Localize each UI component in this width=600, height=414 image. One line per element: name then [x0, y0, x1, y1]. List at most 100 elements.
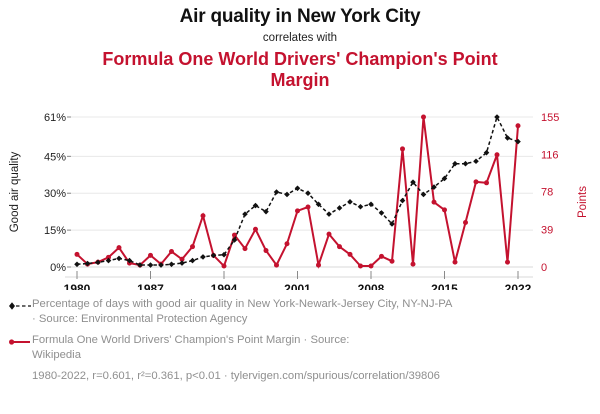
data-point: [95, 259, 101, 266]
correlation-line-chart: 0% 15% 30% 45% 61% 0 39 78 116 155 1980 1987 1994 2…: [9, 112, 589, 290]
red-dot-solid-line-icon: [8, 335, 32, 349]
y-tick-left-0: 0%: [50, 262, 66, 274]
x-tick-6: 2022: [505, 282, 532, 290]
title-connector: correlates with: [262, 32, 338, 44]
data-point: [158, 262, 164, 268]
legend-label-points: Formula One World Drivers' Champion's Po…: [32, 333, 592, 362]
black-diamond-dashed-line-icon: [8, 299, 32, 313]
title-block: Air quality in New York City correlates …: [0, 0, 600, 91]
data-point: [463, 219, 468, 225]
data-point: [169, 249, 174, 255]
data-point: [368, 263, 374, 269]
data-point: [126, 257, 133, 264]
data-point: [410, 179, 416, 185]
legend-label-air-quality-line2: · Source: Environmental Protection Agenc…: [32, 312, 248, 325]
data-point: [484, 180, 489, 186]
data-point: [452, 160, 458, 167]
data-point: [295, 208, 300, 214]
legend-item-points: Formula One World Drivers' Champion's Po…: [8, 333, 592, 362]
y-tick-right-2: 78: [541, 187, 553, 199]
data-point: [494, 114, 500, 120]
legend-label-points-line1: Formula One World Drivers' Champion's Po…: [32, 334, 350, 346]
data-point: [337, 244, 342, 250]
legend-label-air-quality-line1: Percentage of days with good air quality…: [32, 298, 453, 310]
data-point: [473, 158, 479, 165]
data-point: [494, 152, 500, 158]
data-point: [504, 135, 511, 141]
data-point: [200, 213, 206, 219]
data-point: [347, 199, 353, 205]
data-point: [431, 199, 437, 205]
data-point: [273, 189, 280, 195]
data-point: [358, 263, 363, 269]
data-point: [442, 207, 447, 213]
y-axis-left-ticks: 0% 15% 30% 45% 61%: [44, 112, 71, 274]
page-subtitle: Formula One World Drivers' Champion's Po…: [102, 49, 498, 90]
data-point: [389, 258, 395, 264]
x-tick-3: 2001: [284, 282, 311, 290]
y-tick-left-2: 30%: [44, 188, 66, 200]
data-point: [189, 257, 196, 264]
data-point: [336, 205, 343, 211]
data-point: [515, 138, 521, 145]
x-tick-2: 1994: [211, 282, 238, 290]
data-point: [74, 251, 80, 257]
chart-footer: Percentage of days with good air quality…: [0, 297, 600, 384]
x-tick-0: 1980: [64, 282, 91, 290]
x-axis-ticks: 1980 1987 1994 2001 2008 2015 2022: [64, 271, 533, 290]
data-point: [232, 232, 237, 238]
x-tick-4: 2008: [358, 282, 385, 290]
data-point: [452, 259, 458, 265]
data-point: [368, 201, 374, 208]
data-point: [231, 237, 238, 243]
data-point: [179, 256, 185, 262]
x-tick-1: 1987: [137, 282, 164, 290]
series-airquality-line: [74, 114, 521, 268]
data-point: [210, 252, 217, 259]
data-point: [315, 201, 322, 208]
y-tick-left-1: 15%: [44, 225, 66, 237]
y-axis-right-label: Points: [577, 186, 589, 218]
data-point: [284, 241, 290, 247]
y-tick-left-3: 45%: [44, 151, 66, 163]
data-point: [347, 251, 353, 257]
data-point: [200, 254, 206, 260]
data-point: [148, 252, 153, 258]
data-point: [357, 203, 364, 210]
data-point: [242, 246, 248, 252]
data-point: [179, 260, 185, 266]
data-point: [305, 204, 311, 210]
legend-label-air-quality: Percentage of days with good air quality…: [32, 297, 592, 326]
y-tick-right-3: 116: [541, 150, 559, 162]
data-point: [274, 262, 279, 268]
data-point: [284, 191, 290, 198]
data-point: [473, 179, 479, 185]
data-point: [168, 261, 175, 268]
data-point: [105, 257, 112, 264]
y-tick-right-1: 39: [541, 224, 553, 236]
correlation-stats: 1980-2022, r=0.601, r²=0.361, p<0.01 · t…: [32, 370, 440, 382]
data-point: [137, 262, 143, 268]
data-point: [515, 123, 521, 129]
data-point: [400, 146, 405, 152]
data-point: [326, 231, 332, 237]
data-point: [399, 197, 406, 204]
data-point: [316, 262, 321, 268]
data-point: [378, 210, 385, 216]
gridlines: [67, 116, 533, 268]
data-point: [431, 184, 437, 190]
data-point: [253, 226, 258, 232]
data-point: [74, 261, 80, 268]
data-point: [326, 211, 332, 217]
data-point: [305, 190, 311, 197]
y-tick-right-4: 155: [541, 112, 559, 124]
data-point: [462, 160, 469, 167]
data-point: [147, 262, 154, 268]
data-point: [379, 253, 384, 259]
data-point: [221, 251, 227, 258]
y-axis-right-ticks: 0 39 78 116 155: [541, 112, 559, 274]
y-tick-right-0: 0: [541, 262, 547, 274]
legend-item-air-quality: Percentage of days with good air quality…: [8, 297, 592, 326]
data-point: [190, 244, 195, 250]
